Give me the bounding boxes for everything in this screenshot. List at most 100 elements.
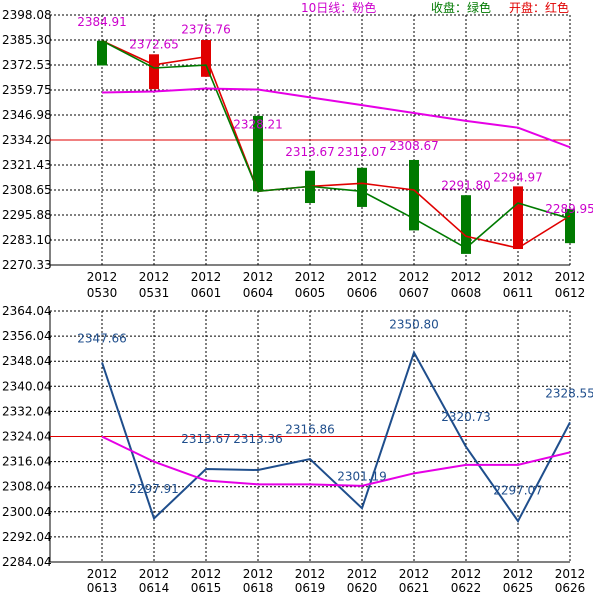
x-tick-label: 2012 <box>555 270 586 284</box>
x-tick-label: 2012 <box>243 567 274 581</box>
series-line-close <box>101 40 571 250</box>
x-tick-label: 2012 <box>87 567 118 581</box>
series-line-line_blue <box>101 350 571 524</box>
data-label: 2328.21 <box>233 118 283 132</box>
x-tick-label: 0626 <box>555 581 586 593</box>
y-tick-label: 2385.30 <box>2 33 52 47</box>
x-tick-label: 0530 <box>87 286 118 300</box>
data-label: 2320.73 <box>441 410 491 424</box>
x-tick-label: 0625 <box>503 581 534 593</box>
x-tick-label: 2012 <box>399 270 430 284</box>
data-label: 2313.67 <box>285 145 335 159</box>
x-tick-label: 0611 <box>503 286 534 300</box>
x-tick-label: 0614 <box>139 581 170 593</box>
y-tick-label: 2332.04 <box>2 404 52 418</box>
series-line-open <box>101 40 571 249</box>
data-label: 2297.07 <box>493 484 543 498</box>
data-label: 2312.07 <box>337 145 387 159</box>
x-tick-label: 0604 <box>243 286 274 300</box>
y-tick-label: 2308.65 <box>2 183 52 197</box>
x-tick-label: 2012 <box>87 270 118 284</box>
candle <box>513 186 523 250</box>
data-label: 2308.67 <box>389 139 439 153</box>
y-tick-label: 2321.43 <box>2 158 52 172</box>
y-tick-label: 2292.04 <box>2 530 52 544</box>
y-tick-label: 2324.04 <box>2 430 52 444</box>
legend-close: 收盘：绿色 <box>431 0 491 15</box>
x-tick-label: 2012 <box>555 567 586 581</box>
x-tick-label: 2012 <box>139 567 170 581</box>
x-tick-label: 2012 <box>451 270 482 284</box>
y-tick-label: 2284.04 <box>2 555 52 569</box>
x-tick-label: 0615 <box>191 581 222 593</box>
y-tick-label: 2340.04 <box>2 379 52 393</box>
x-tick-label: 2012 <box>191 567 222 581</box>
x-tick-label: 0606 <box>347 286 378 300</box>
y-tick-label: 2308.04 <box>2 480 52 494</box>
x-tick-label: 0619 <box>295 581 326 593</box>
data-label: 2294.97 <box>493 170 543 184</box>
y-tick-label: 2348.04 <box>2 354 52 368</box>
candle <box>409 159 419 231</box>
y-tick-label: 2283.10 <box>2 233 52 247</box>
y-tick-label: 2398.08 <box>2 8 52 22</box>
x-tick-label: 2012 <box>243 270 274 284</box>
y-tick-label: 2372.53 <box>2 58 52 72</box>
x-tick-label: 2012 <box>139 270 170 284</box>
legend-open: 开盘：红色 <box>509 0 569 15</box>
y-tick-label: 2356.04 <box>2 329 52 343</box>
data-label: 2289.95 <box>545 202 593 216</box>
candle <box>97 40 107 66</box>
y-tick-label: 2334.20 <box>2 133 52 147</box>
x-tick-label: 2012 <box>399 567 430 581</box>
x-tick-label: 2012 <box>503 270 534 284</box>
x-tick-label: 2012 <box>347 567 378 581</box>
x-tick-label: 0613 <box>87 581 118 593</box>
data-label: 2328.55 <box>545 386 593 400</box>
data-label: 2313.67 <box>181 432 231 446</box>
data-label: 2297.91 <box>129 482 179 496</box>
x-tick-label: 0612 <box>555 286 586 300</box>
candle <box>565 208 575 244</box>
y-tick-label: 2295.88 <box>2 208 52 222</box>
y-tick-label: 2359.75 <box>2 83 52 97</box>
y-tick-label: 2346.98 <box>2 108 52 122</box>
y-tick-label: 2270.33 <box>2 258 52 272</box>
x-tick-label: 2012 <box>451 567 482 581</box>
data-label: 2372.65 <box>129 37 179 51</box>
x-tick-label: 2012 <box>295 567 326 581</box>
legend: 10日线：粉色 收盘：绿色 开盘：红色 <box>301 0 569 15</box>
x-tick-label: 2012 <box>347 270 378 284</box>
x-tick-label: 2012 <box>295 270 326 284</box>
x-tick-label: 0531 <box>139 286 170 300</box>
data-label: 2301.19 <box>337 470 387 484</box>
x-tick-label: 2012 <box>191 270 222 284</box>
x-tick-label: 0607 <box>399 286 430 300</box>
candle <box>357 167 367 207</box>
x-tick-label: 0620 <box>347 581 378 593</box>
candle <box>461 195 471 254</box>
candle <box>149 54 159 90</box>
x-tick-label: 0601 <box>191 286 222 300</box>
data-label: 2291.80 <box>441 178 491 192</box>
x-tick-label: 0605 <box>295 286 326 300</box>
series-line-ma10 <box>101 435 571 487</box>
x-tick-label: 0621 <box>399 581 430 593</box>
top-panel: 2398.08 2385.30 2372.53 2359.75 2346.98 2334.… <box>2 8 593 300</box>
y-tick-label: 2300.04 <box>2 505 52 519</box>
bottom-panel: 2364.04 2356.04 2348.04 2340.04 2332.04 2324.… <box>2 304 593 593</box>
x-tick-label: 2012 <box>503 567 534 581</box>
series-line-ma10 <box>101 87 571 149</box>
legend-ma10: 10日线：粉色 <box>301 1 376 15</box>
data-label: 2347.66 <box>77 332 127 346</box>
data-label: 2350.80 <box>389 317 439 331</box>
y-tick-label: 2316.04 <box>2 455 52 469</box>
x-tick-label: 0608 <box>451 286 482 300</box>
candle <box>253 115 263 192</box>
x-tick-label: 0622 <box>451 581 482 593</box>
data-label: 2376.76 <box>181 23 231 37</box>
data-label: 2384.91 <box>77 15 127 29</box>
data-label: 2316.86 <box>285 422 335 436</box>
data-label: 2313.36 <box>233 432 283 446</box>
